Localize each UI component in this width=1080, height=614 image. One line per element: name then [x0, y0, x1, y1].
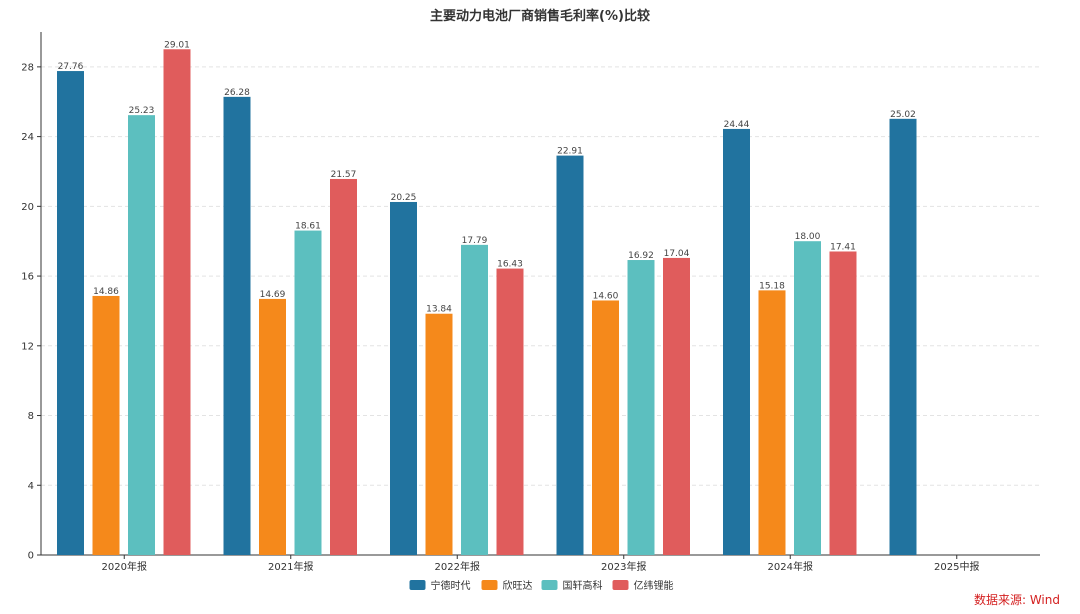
data-label: 25.02 — [890, 110, 916, 120]
legend-swatch — [409, 580, 426, 590]
legend-label: 欣旺达 — [503, 579, 533, 592]
data-label: 16.43 — [497, 260, 523, 270]
bars — [57, 49, 917, 556]
data-label: 18.00 — [795, 232, 821, 242]
x-tick-label: 2023年报 — [601, 560, 646, 573]
bar-1 — [57, 71, 84, 556]
y-tick-label: 28 — [21, 62, 34, 73]
data-label: 17.79 — [462, 236, 488, 246]
data-label: 27.76 — [58, 62, 84, 72]
legend-swatch — [481, 580, 498, 590]
bar-3 — [294, 230, 322, 555]
bar-1 — [723, 128, 750, 556]
bar-2 — [92, 295, 120, 555]
data-label: 25.23 — [129, 106, 155, 116]
legend-swatch — [612, 580, 629, 590]
data-label: 21.57 — [331, 170, 357, 180]
data-label: 14.69 — [260, 290, 286, 300]
data-label: 14.86 — [93, 287, 119, 297]
grid-lines — [41, 66, 1040, 486]
data-label: 17.41 — [830, 242, 856, 252]
x-tick-label: 2021年报 — [268, 560, 313, 573]
data-label: 15.18 — [759, 281, 785, 291]
source-note: 数据来源: Wind — [973, 593, 1060, 607]
bar-4 — [496, 268, 524, 555]
bar-4 — [330, 178, 357, 555]
axes: 0 4 8 12 16 20 24 28 2020年报 2021年报 2022年报 2023年报 202… — [21, 32, 1040, 573]
data-labels: 27.76 14.86 25.23 29.01 26.28 14.69 18.61 21.57… — [58, 40, 916, 314]
data-label: 14.60 — [593, 291, 619, 301]
data-label: 17.04 — [664, 249, 690, 259]
bar-4 — [663, 257, 690, 555]
legend-swatch — [541, 580, 558, 590]
y-tick-label: 8 — [28, 411, 34, 422]
bar-3 — [461, 244, 488, 555]
bar-1 — [889, 118, 917, 556]
bar-3 — [128, 115, 155, 556]
x-tick-label: 2025中报 — [934, 560, 979, 573]
x-tick-label: 2020年报 — [102, 560, 147, 573]
legend-label: 国轩高科 — [563, 579, 603, 592]
data-label: 18.61 — [295, 222, 321, 232]
data-label: 22.91 — [557, 147, 583, 157]
y-tick-label: 20 — [21, 202, 34, 213]
y-tick-label: 4 — [28, 481, 34, 492]
data-label: 16.92 — [628, 251, 654, 261]
y-tick-label: 16 — [21, 272, 34, 283]
y-tick-label: 12 — [21, 341, 34, 352]
bar-1 — [223, 96, 251, 556]
x-tick-label: 2024年报 — [768, 560, 813, 573]
y-tick-label: 0 — [28, 551, 34, 562]
legend-label: 宁德时代 — [431, 579, 471, 592]
data-label: 26.28 — [224, 88, 250, 98]
bar-1 — [390, 201, 417, 555]
data-label: 20.25 — [391, 193, 417, 203]
legend: 宁德时代 欣旺达 国轩高科 亿纬锂能 — [409, 579, 674, 592]
bar-3 — [794, 241, 821, 555]
chart-title: 主要动力电池厂商销售毛利率(%)比较 — [430, 8, 650, 24]
bar-2 — [259, 298, 286, 555]
legend-label: 亿纬锂能 — [634, 579, 674, 592]
y-tick-label: 24 — [21, 132, 34, 143]
bar-4 — [163, 49, 191, 555]
bar-2 — [592, 300, 619, 555]
data-label: 24.44 — [724, 120, 750, 130]
bar-3 — [627, 260, 655, 555]
bar-1 — [556, 155, 584, 555]
data-label: 13.84 — [426, 305, 452, 315]
x-tick-label: 2022年报 — [435, 560, 480, 573]
bar-2 — [425, 313, 453, 555]
bar-2 — [758, 290, 786, 555]
bar-4 — [829, 251, 857, 556]
data-label: 29.01 — [164, 40, 190, 50]
